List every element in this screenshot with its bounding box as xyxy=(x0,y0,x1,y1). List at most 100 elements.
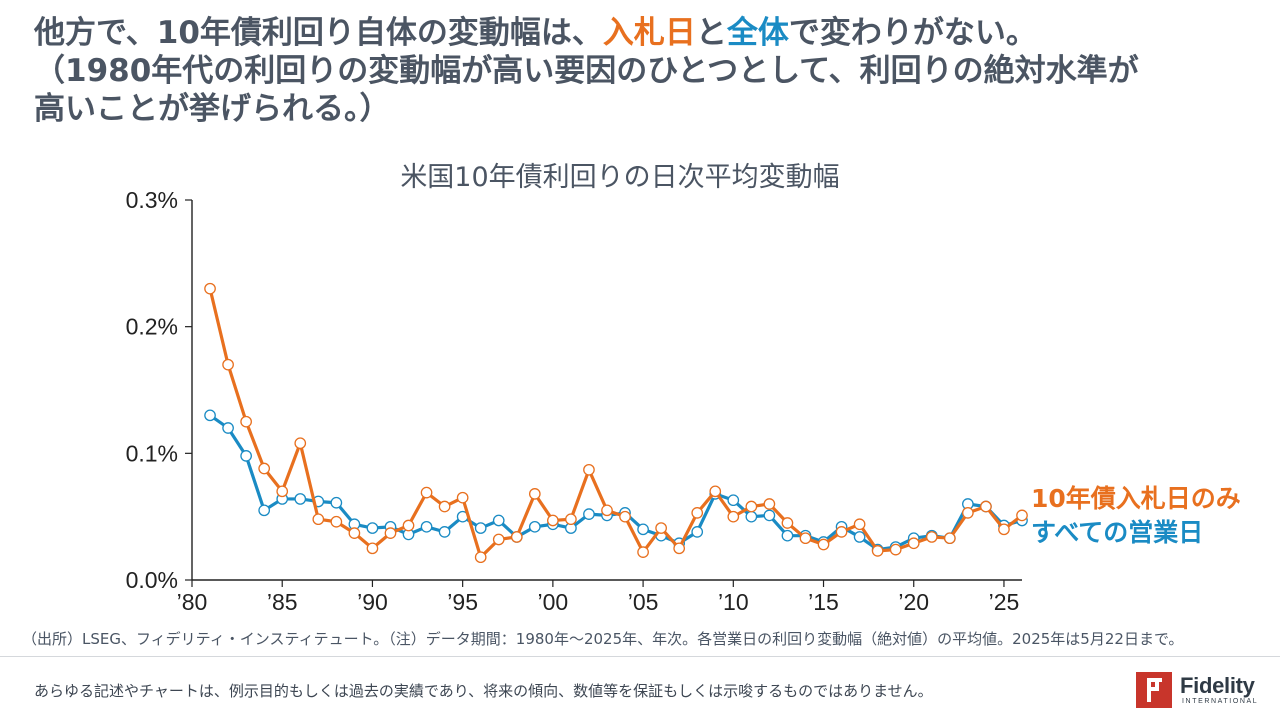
y-tick-label: 0.3% xyxy=(126,187,178,213)
data-point-all xyxy=(781,529,794,542)
data-point-auction xyxy=(817,538,830,551)
data-point-auction xyxy=(565,513,577,526)
data-point-auction xyxy=(637,546,649,558)
data-point-all xyxy=(438,526,451,538)
data-point-auction xyxy=(763,498,776,510)
data-point-all xyxy=(204,409,216,422)
source-note: （出所）LSEG、フィデリティ・インスティテュート。（注）データ期間：1980年… xyxy=(22,630,1184,648)
data-point-auction xyxy=(330,515,343,528)
data-point-all xyxy=(763,509,776,522)
legend-auction: 10年債入札日のみ xyxy=(1031,484,1241,513)
data-point-auction xyxy=(366,542,379,555)
data-point-auction xyxy=(943,532,956,545)
disclaimer: あらゆる記述やチャートは、例示目的もしくは過去の実績であり、将来の傾向、数値等を… xyxy=(34,682,933,700)
data-point-auction xyxy=(276,485,289,498)
data-point-all xyxy=(240,450,252,462)
data-point-auction xyxy=(240,415,252,428)
x-tick-label: ’85 xyxy=(267,589,298,615)
chart-title: 米国10年債利回りの日次平均変動幅 xyxy=(400,162,839,193)
headline-text: と xyxy=(695,15,727,51)
data-point-auction xyxy=(998,523,1010,536)
data-point-auction xyxy=(871,545,884,557)
data-point-all xyxy=(583,508,595,520)
headline-highlight-auction: 入札日 xyxy=(602,15,696,51)
data-point-auction xyxy=(510,531,523,543)
fidelity-logo: Fidelity INTERNATIONAL xyxy=(1136,670,1272,710)
x-tick-label: ’20 xyxy=(898,589,929,615)
data-point-all xyxy=(492,514,505,527)
logo-wordmark: Fidelity xyxy=(1180,673,1255,698)
data-point-auction xyxy=(258,462,271,475)
data-point-auction xyxy=(384,527,397,539)
data-point-auction xyxy=(691,507,704,519)
fidelity-f-icon xyxy=(1136,672,1172,708)
data-point-all xyxy=(528,520,541,533)
headline-line-1: 他方で、10年債利回り自体の変動幅は、入札日と全体で変わりがない。 xyxy=(34,14,1264,52)
data-point-auction xyxy=(474,551,487,564)
data-point-auction xyxy=(547,514,559,527)
data-point-auction xyxy=(601,504,613,517)
y-tick-label: 0.2% xyxy=(126,314,178,340)
data-point-auction xyxy=(619,510,631,523)
data-point-auction xyxy=(781,517,794,529)
data-point-all xyxy=(474,522,487,534)
logo-subtitle: INTERNATIONAL xyxy=(1182,698,1259,705)
headline: 他方で、10年債利回り自体の変動幅は、入札日と全体で変わりがない。 （1980年… xyxy=(34,14,1264,128)
x-tick-label: ’95 xyxy=(447,589,478,615)
data-point-auction xyxy=(420,486,433,499)
data-point-all xyxy=(222,422,234,434)
data-point-auction xyxy=(925,531,938,543)
data-point-auction xyxy=(294,437,307,450)
headline-text: 他方で、10年債利回り自体の変動幅は、 xyxy=(34,15,603,51)
data-point-auction xyxy=(583,463,595,476)
x-tick-label: ’15 xyxy=(808,589,839,615)
data-point-all xyxy=(691,526,704,538)
series-line-auction xyxy=(208,288,1023,559)
data-point-all xyxy=(420,520,433,533)
data-point-all xyxy=(727,494,740,507)
data-point-auction xyxy=(907,537,920,550)
headline-line-2: （1980年代の利回りの変動幅が高い要因のひとつとして、利回りの絶対水準が xyxy=(34,53,1139,89)
data-point-auction xyxy=(456,491,469,504)
data-point-auction xyxy=(980,500,992,513)
y-tick-label: 0.0% xyxy=(126,567,178,593)
data-point-auction xyxy=(709,485,722,498)
data-point-auction xyxy=(204,282,216,295)
data-point-auction xyxy=(853,518,866,531)
data-point-all xyxy=(294,493,307,505)
y-tick-label: 0.1% xyxy=(126,440,178,466)
data-point-auction xyxy=(835,526,848,538)
data-point-auction xyxy=(727,510,740,523)
data-point-auction xyxy=(402,519,415,532)
data-point-auction xyxy=(222,358,234,371)
x-tick-label: ’00 xyxy=(538,589,569,615)
data-point-auction xyxy=(348,527,361,539)
data-point-all xyxy=(637,523,649,536)
data-point-all xyxy=(745,510,758,523)
headline-line-3: 高いことが挙げられる。） xyxy=(34,91,391,127)
data-point-auction xyxy=(673,542,686,555)
data-point-auction xyxy=(438,500,451,513)
data-point-all xyxy=(853,531,866,543)
data-point-auction xyxy=(962,507,974,519)
x-tick-label: ’25 xyxy=(989,589,1020,615)
footer-divider xyxy=(0,656,1280,657)
headline-text: で変わりがない。 xyxy=(788,15,1037,51)
headline-highlight-all: 全体 xyxy=(726,15,789,51)
data-point-auction xyxy=(889,543,902,556)
x-tick-label: ’10 xyxy=(718,589,749,615)
data-point-auction xyxy=(799,532,812,545)
data-point-auction xyxy=(312,513,325,526)
x-tick-label: ’80 xyxy=(177,589,208,615)
data-point-auction xyxy=(492,533,505,546)
series-line-all xyxy=(209,414,1023,552)
data-point-all xyxy=(366,522,379,534)
data-point-auction xyxy=(745,500,758,513)
legend-all: すべての営業日 xyxy=(1031,518,1203,547)
data-point-all xyxy=(330,496,343,509)
data-point-auction xyxy=(1016,509,1028,522)
data-point-auction xyxy=(655,522,667,534)
data-point-auction xyxy=(528,488,541,500)
x-tick-label: ’05 xyxy=(628,589,659,615)
